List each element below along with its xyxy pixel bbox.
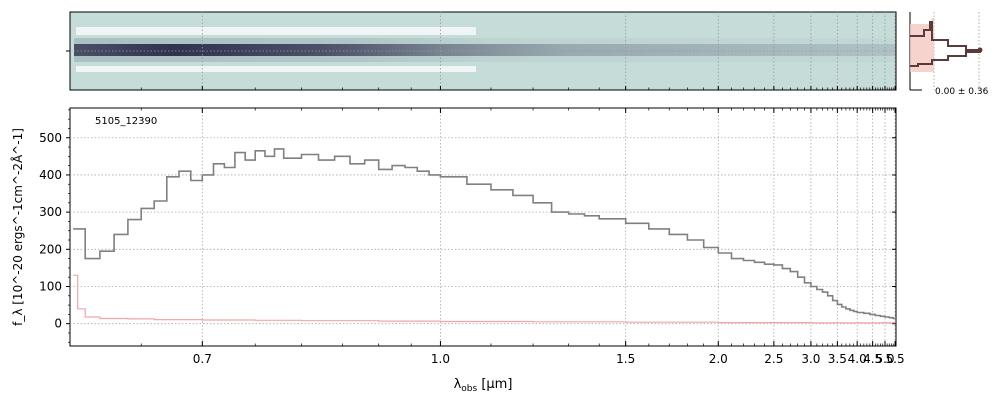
x-tick-label: 5.0 — [875, 352, 894, 366]
x-axis-label-unit: [μm] — [477, 377, 512, 392]
profile-label: 0.00 ± 0.36 — [935, 87, 989, 97]
x-axis-label-sub: obs — [461, 384, 477, 394]
bright-band-lower — [76, 66, 476, 72]
flux-series-line — [73, 148, 896, 320]
x-tick-label: 5.5 — [886, 352, 905, 366]
y-tick-label: 100 — [39, 280, 62, 294]
plot-frame — [69, 107, 897, 347]
spatial-profile-panel: 0.00 ± 0.36 — [909, 12, 989, 97]
trace-core — [74, 44, 896, 56]
object-label: 5105_12390 — [95, 116, 157, 127]
y-tick-label: 200 — [39, 242, 62, 256]
spectrum-2d-panel — [66, 11, 897, 91]
x-tick-label: 2.5 — [764, 352, 783, 366]
x-tick-label: 3.5 — [828, 352, 847, 366]
x-axis-label: λobs [μm] — [454, 377, 513, 394]
profile-error-fill — [910, 18, 934, 72]
x-tick-label: 2.0 — [709, 352, 728, 366]
y-axis-label: f_λ [10^-20 ergs^-1cm^-2Å^-1] — [10, 128, 25, 326]
profile-marker — [977, 47, 983, 53]
x-tick-label: 4.0 — [848, 352, 867, 366]
x-tick-label: 0.7 — [193, 352, 212, 366]
x-tick-label: 1.5 — [616, 352, 635, 366]
bright-band-upper — [76, 27, 476, 35]
x-tick-label: 4.5 — [863, 352, 882, 366]
y-tick-label: 300 — [39, 205, 62, 219]
x-tick-label: 1.0 — [431, 352, 450, 366]
x-tick-label: 3.0 — [801, 352, 820, 366]
spectrum-1d-panel: 0.7 1.0 1.5 2.0 2.5 3.0 3.5 4.04.55.05.5 0 100 200… — [10, 107, 905, 394]
y-tick-label: 500 — [39, 131, 62, 145]
profile-line — [910, 21, 981, 67]
y-tick-label: 400 — [39, 168, 62, 182]
y-tick-label: 0 — [54, 317, 62, 331]
x-axis-label-main: λ — [454, 377, 462, 392]
error-series-line — [73, 274, 896, 324]
